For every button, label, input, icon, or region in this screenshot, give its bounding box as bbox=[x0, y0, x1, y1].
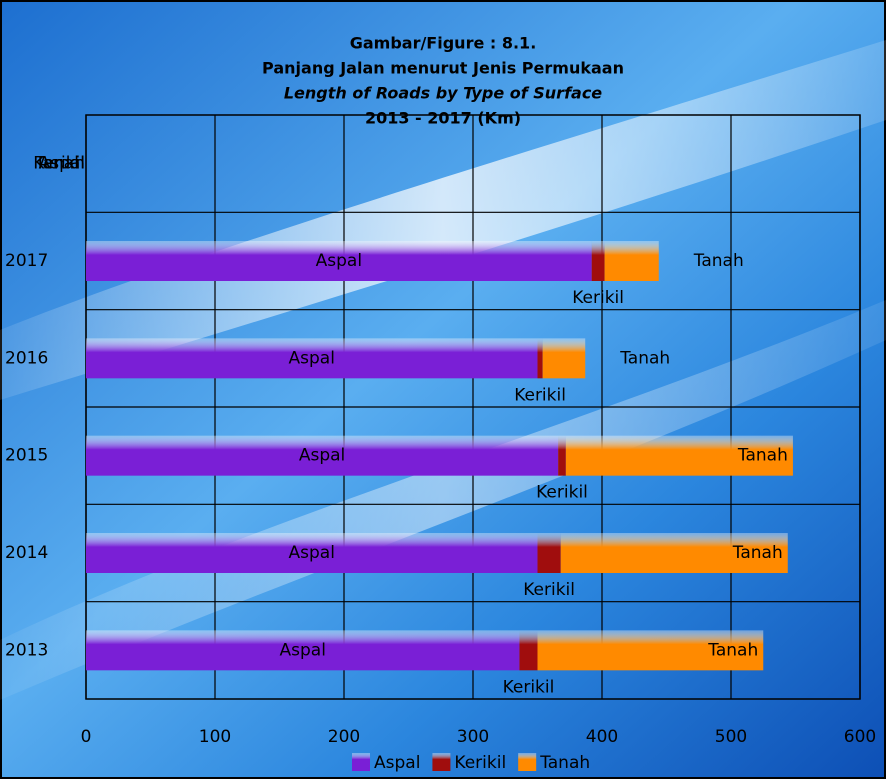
x-tick-label: 400 bbox=[586, 727, 618, 747]
data-label: Tanah bbox=[737, 446, 788, 466]
data-label: Kerikil bbox=[572, 288, 624, 308]
data-label: Aspal bbox=[39, 154, 85, 174]
data-label: Aspal bbox=[316, 251, 362, 271]
bar-segment bbox=[86, 435, 559, 476]
data-label: Kerikil bbox=[503, 677, 555, 697]
bar-segment bbox=[86, 338, 538, 379]
data-label: Kerikil bbox=[523, 580, 575, 600]
bar-segment bbox=[86, 630, 520, 671]
data-label: Tanah bbox=[619, 348, 670, 368]
bar-segment bbox=[519, 630, 538, 671]
y-tick-label: 2016 bbox=[5, 348, 48, 368]
legend-label: Aspal bbox=[374, 753, 420, 773]
bar-segment bbox=[86, 241, 592, 281]
title-line: 2013 - 2017 (Km) bbox=[365, 109, 521, 128]
legend-swatch bbox=[432, 753, 451, 771]
data-label: Tanah bbox=[693, 251, 744, 271]
data-label: Tanah bbox=[732, 543, 783, 563]
x-tick-label: 0 bbox=[81, 727, 92, 747]
x-tick-label: 200 bbox=[328, 727, 360, 747]
data-label: Tanah bbox=[707, 640, 758, 660]
x-tick-label: 600 bbox=[844, 727, 876, 747]
data-label: Kerikil bbox=[33, 154, 85, 174]
data-label: Aspal bbox=[289, 348, 335, 368]
y-tick-label: 2014 bbox=[5, 543, 48, 563]
bar-segment bbox=[558, 435, 566, 476]
data-label: Kerikil bbox=[514, 385, 566, 405]
title-line: Gambar/Figure : 8.1. bbox=[350, 34, 537, 53]
data-label: Aspal bbox=[280, 640, 326, 660]
x-tick-label: 100 bbox=[199, 727, 231, 747]
bar-segment bbox=[565, 435, 793, 476]
title: Gambar/Figure : 8.1. Panjang Jalan menuru… bbox=[262, 34, 624, 128]
data-label: Kerikil bbox=[536, 483, 588, 503]
bar-segment bbox=[591, 241, 605, 281]
bar-segment bbox=[537, 533, 561, 573]
legend-label: Kerikil bbox=[454, 753, 506, 773]
x-tick-label: 500 bbox=[715, 727, 747, 747]
legend-label: Tanah bbox=[539, 753, 590, 773]
y-tick-label: 2013 bbox=[5, 640, 48, 660]
bar-segment bbox=[542, 338, 586, 379]
legend-swatch bbox=[352, 753, 370, 771]
y-tick-label: 2015 bbox=[5, 446, 48, 466]
bar-segment bbox=[86, 533, 538, 573]
swoosh bbox=[0, 300, 886, 700]
data-label: Aspal bbox=[289, 543, 335, 563]
bar-segment bbox=[537, 630, 764, 671]
data-label: Aspal bbox=[299, 446, 345, 466]
bar-segment bbox=[537, 338, 543, 379]
x-tick-label: 300 bbox=[457, 727, 489, 747]
bar-segment bbox=[560, 533, 788, 573]
bar-segment bbox=[604, 241, 659, 281]
data-label: Tanah bbox=[34, 154, 85, 174]
y-tick-label: 2017 bbox=[5, 251, 48, 271]
legend-swatch bbox=[518, 753, 537, 771]
title-line: Panjang Jalan menurut Jenis Permukaan bbox=[262, 59, 624, 78]
title-line: Length of Roads by Type of Surface bbox=[284, 84, 602, 103]
